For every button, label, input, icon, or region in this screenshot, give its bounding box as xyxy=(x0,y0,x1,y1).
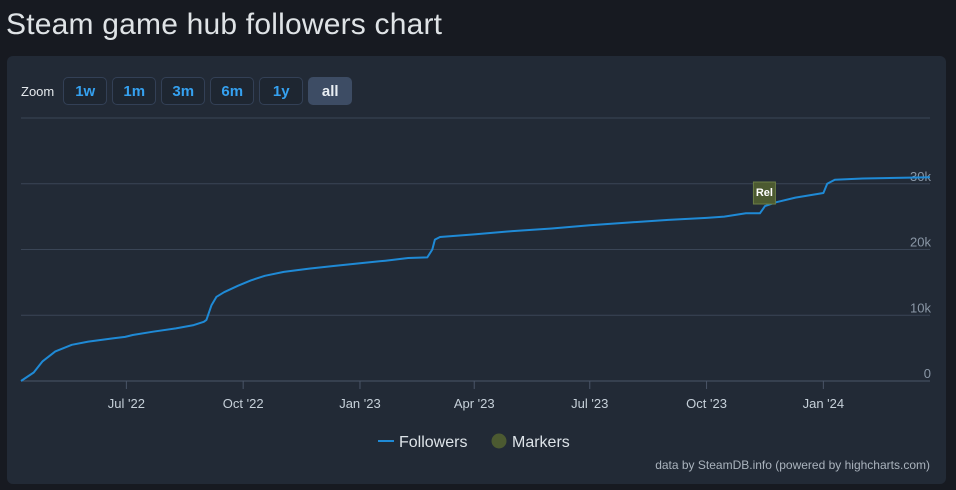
series-followers[interactable] xyxy=(20,176,931,382)
zoom-label: Zoom xyxy=(21,83,55,99)
x-tick-label: Oct '23 xyxy=(686,396,727,411)
credits-text[interactable]: data by SteamDB.info (powered by highcha… xyxy=(655,458,930,472)
y-tick-label: 20k xyxy=(910,235,931,250)
marker-flag-label: Rel xyxy=(756,187,773,199)
zoom-bar: Zoom 1w 1m 3m 6m 1y all xyxy=(21,77,353,105)
legend-followers-label: Followers xyxy=(399,434,467,451)
legend-item-markers[interactable]: Markers xyxy=(491,433,570,452)
x-tick-label: Jan '24 xyxy=(803,396,845,411)
x-tick-label: Jan '23 xyxy=(339,396,381,411)
legend-markers-symbol xyxy=(491,433,507,449)
y-tick-label: 10k xyxy=(910,300,931,315)
markers[interactable]: Rel xyxy=(752,181,776,205)
legend-markers-label: Markers xyxy=(512,434,570,451)
zoom-1y-button[interactable]: 1y xyxy=(259,77,304,105)
legend: Followers Markers xyxy=(378,433,570,452)
zoom-1m-button[interactable]: 1m xyxy=(112,77,157,105)
marker-flag[interactable]: Rel xyxy=(752,181,776,205)
grid-lines xyxy=(21,117,930,382)
x-tick-label: Oct '22 xyxy=(223,396,264,411)
marker-flag-box xyxy=(752,181,776,205)
y-tick-label: 0 xyxy=(924,366,931,381)
page-title: Steam game hub followers chart xyxy=(6,8,443,41)
chart-panel: Zoom 1w 1m 3m 6m 1y all 0 10k 20k 30k Jul '… xyxy=(7,56,946,484)
x-tick-label: Jul '22 xyxy=(108,396,145,411)
y-axis-labels: 0 10k 20k 30k xyxy=(910,169,931,381)
x-tick-label: Apr '23 xyxy=(454,396,495,411)
x-axis: Jul '22 Oct '22 Jan '23 Apr '23 Jul '23 Oct '… xyxy=(21,380,930,411)
zoom-6m-button[interactable]: 6m xyxy=(210,77,255,105)
zoom-all-button[interactable]: all xyxy=(308,77,353,105)
zoom-1w-button[interactable]: 1w xyxy=(63,77,108,105)
zoom-3m-button[interactable]: 3m xyxy=(161,77,206,105)
x-tick-label: Jul '23 xyxy=(571,396,608,411)
followers-line[interactable] xyxy=(20,176,931,382)
legend-item-followers[interactable]: Followers xyxy=(378,434,467,451)
y-tick-label: 30k xyxy=(910,169,931,184)
